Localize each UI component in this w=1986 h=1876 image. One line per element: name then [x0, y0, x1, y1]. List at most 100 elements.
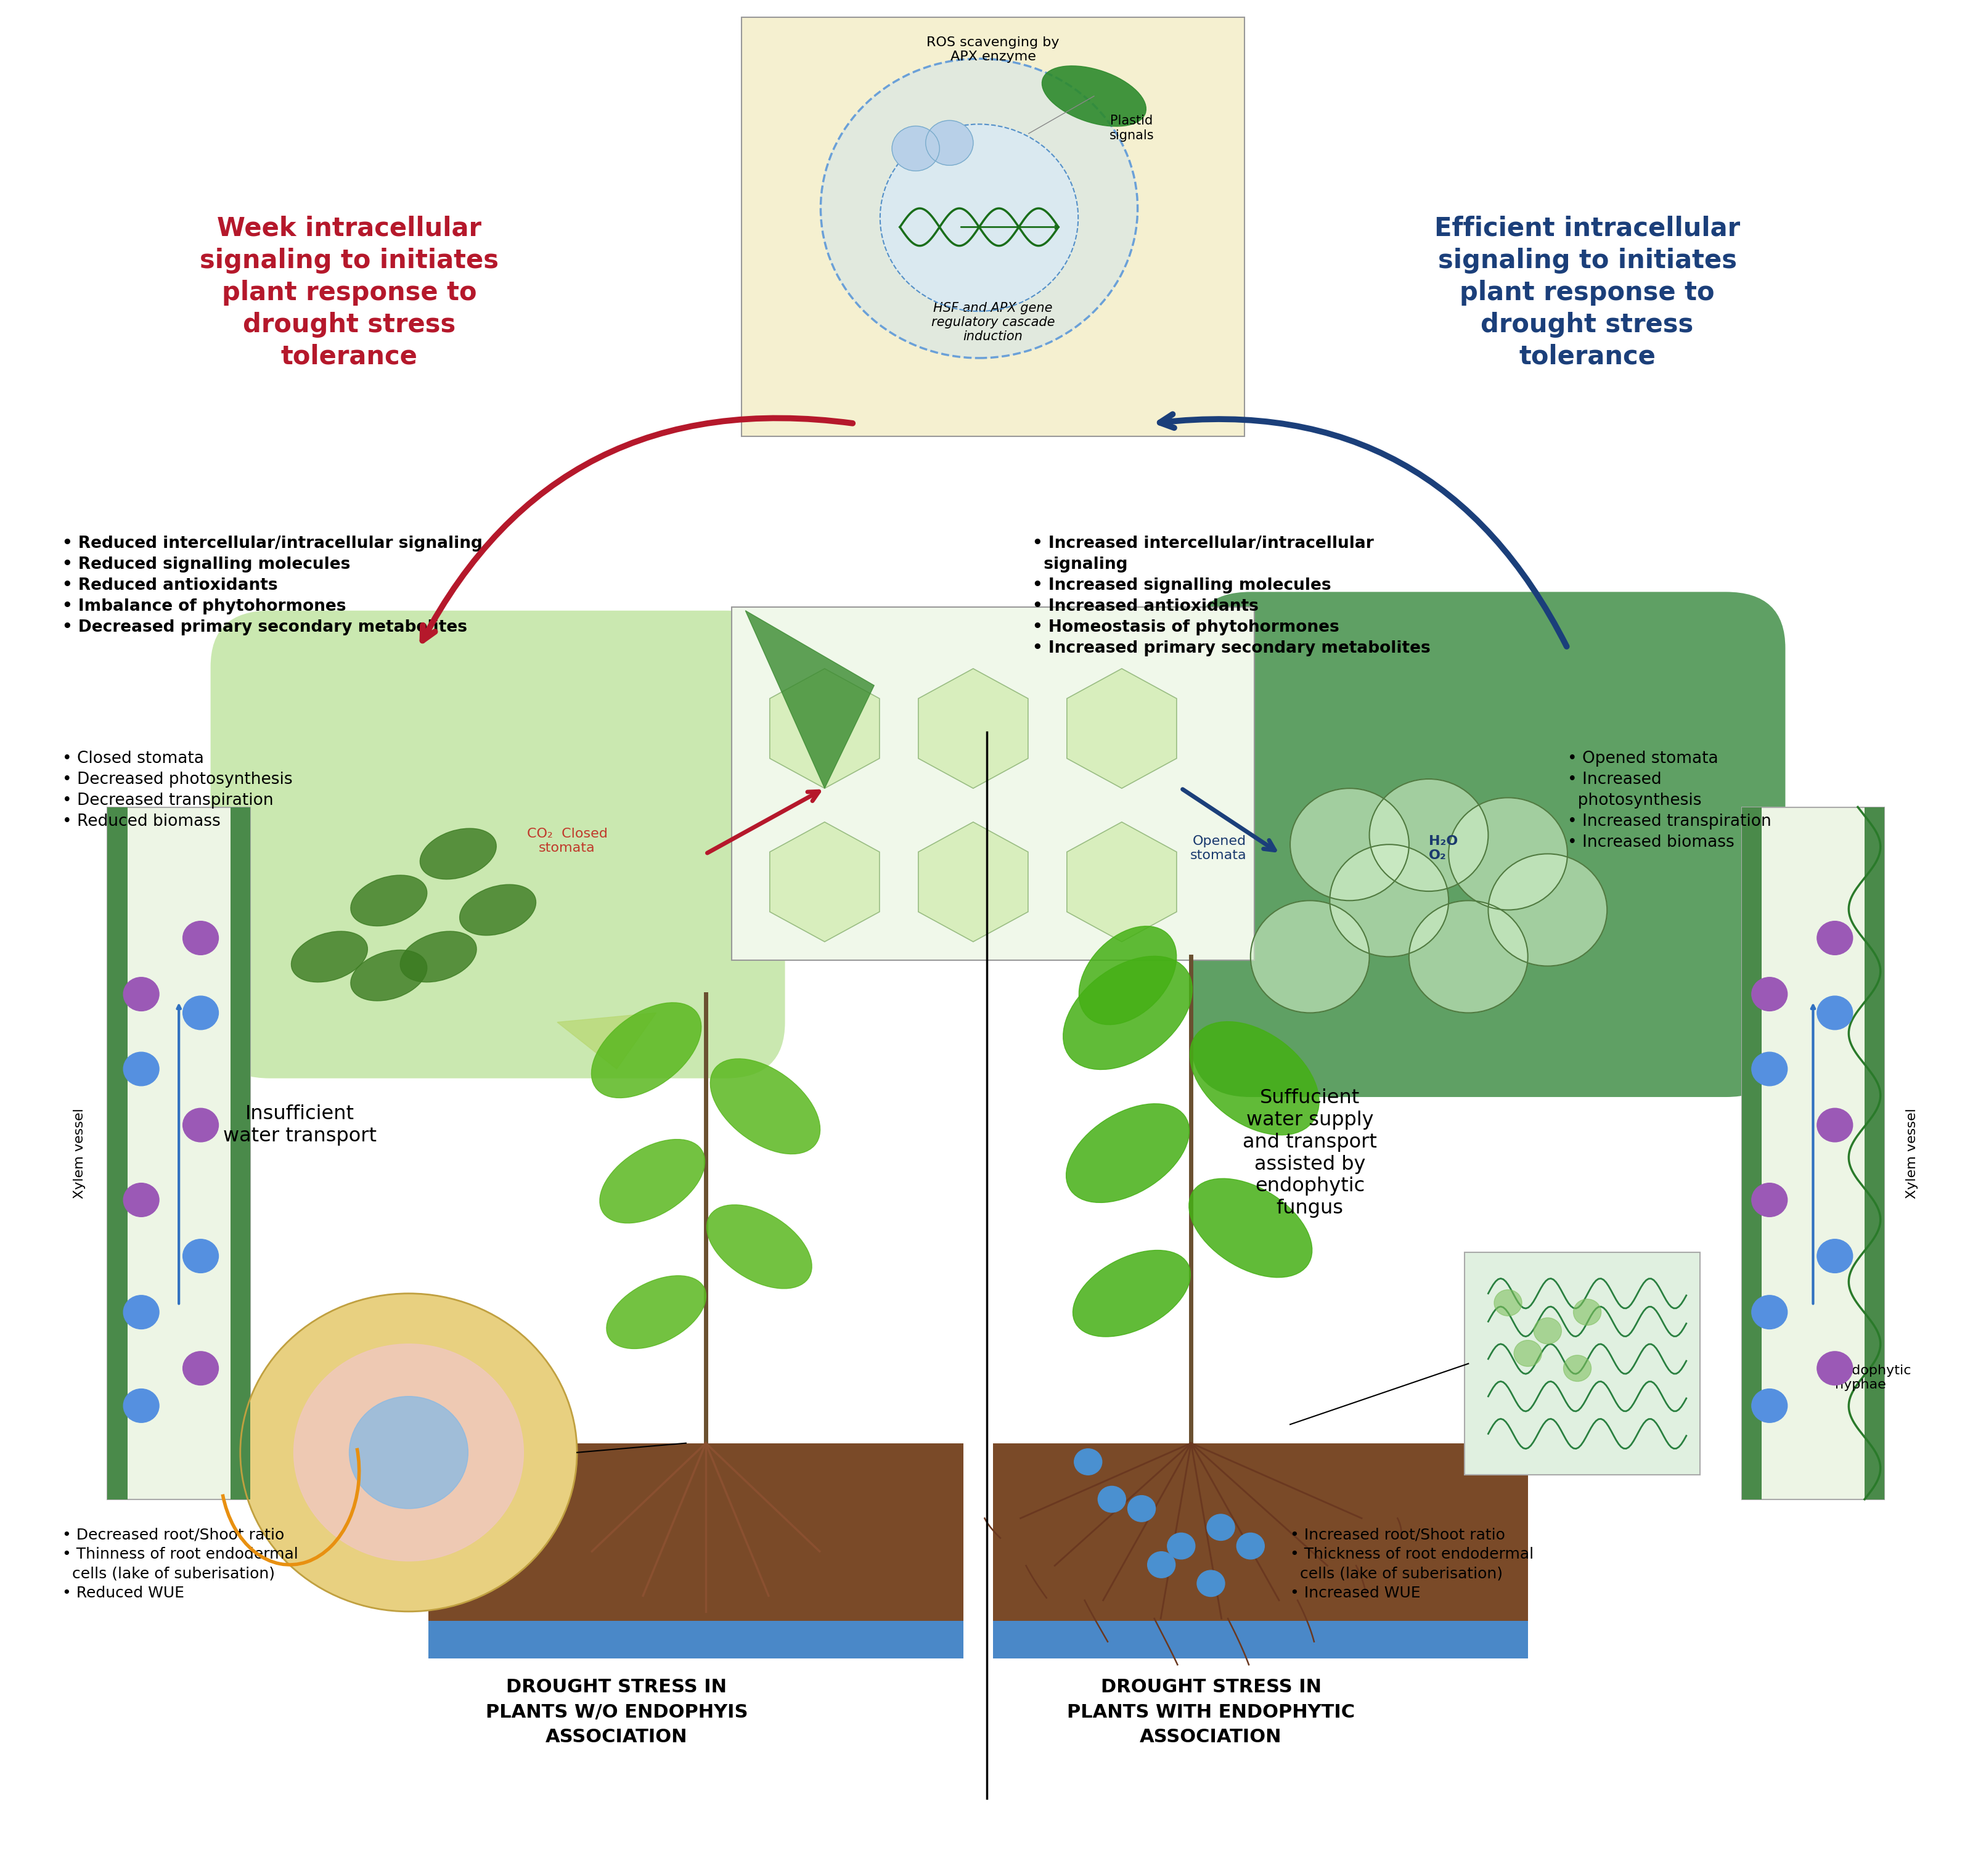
Ellipse shape	[1078, 927, 1176, 1024]
FancyBboxPatch shape	[1865, 807, 1885, 1499]
Ellipse shape	[1072, 1249, 1190, 1338]
Circle shape	[1074, 1448, 1102, 1475]
Circle shape	[183, 996, 218, 1030]
Circle shape	[123, 977, 159, 1011]
Circle shape	[1817, 1109, 1853, 1142]
Circle shape	[1098, 1486, 1126, 1512]
Circle shape	[1168, 1533, 1196, 1559]
Text: • Decreased root/Shoot ratio
• Thinness of root endodermal
  cells (lake of sube: • Decreased root/Shoot ratio • Thinness …	[62, 1527, 298, 1600]
FancyBboxPatch shape	[429, 1621, 963, 1658]
Text: Suffucient
water supply
and transport
assisted by
endophytic
fungus: Suffucient water supply and transport as…	[1243, 1088, 1376, 1218]
Text: HSF and APX gene
regulatory cascade
induction: HSF and APX gene regulatory cascade indu…	[931, 302, 1055, 343]
Ellipse shape	[1190, 1178, 1313, 1278]
Text: CO₂  Closed
stomata: CO₂ Closed stomata	[526, 827, 608, 854]
Ellipse shape	[711, 1058, 820, 1154]
Circle shape	[1752, 1388, 1787, 1422]
Text: DROUGHT STRESS IN
PLANTS W/O ENDOPHYIS
ASSOCIATION: DROUGHT STRESS IN PLANTS W/O ENDOPHYIS A…	[485, 1679, 749, 1747]
Circle shape	[183, 921, 218, 955]
Ellipse shape	[459, 884, 536, 936]
Text: • Closed stomata
• Decreased photosynthesis
• Decreased transpiration
• Reduced : • Closed stomata • Decreased photosynthe…	[62, 750, 292, 829]
Circle shape	[1291, 788, 1408, 900]
FancyBboxPatch shape	[211, 610, 784, 1079]
Circle shape	[1251, 900, 1370, 1013]
Circle shape	[1817, 996, 1853, 1030]
Ellipse shape	[352, 874, 427, 927]
Circle shape	[1752, 1184, 1787, 1218]
Circle shape	[1331, 844, 1448, 957]
Circle shape	[1488, 854, 1607, 966]
Circle shape	[1207, 1514, 1235, 1540]
Circle shape	[1573, 1298, 1601, 1324]
Circle shape	[1128, 1495, 1156, 1521]
Circle shape	[880, 124, 1078, 311]
FancyBboxPatch shape	[741, 17, 1245, 437]
Circle shape	[820, 58, 1138, 358]
FancyBboxPatch shape	[993, 1443, 1527, 1658]
Ellipse shape	[292, 930, 367, 983]
Text: • Increased intercellular/intracellular
  signaling
• Increased signalling molec: • Increased intercellular/intracellular …	[1033, 537, 1430, 657]
Circle shape	[123, 1388, 159, 1422]
Text: • Reduced intercellular/intracellular signaling
• Reduced signalling molecules
•: • Reduced intercellular/intracellular si…	[62, 537, 483, 636]
Circle shape	[123, 1294, 159, 1328]
Circle shape	[183, 1240, 218, 1274]
Ellipse shape	[600, 1139, 705, 1223]
FancyBboxPatch shape	[1464, 1253, 1700, 1475]
Text: H₂O
O₂: H₂O O₂	[1428, 835, 1458, 861]
Circle shape	[123, 1052, 159, 1086]
Circle shape	[1817, 1351, 1853, 1384]
Text: ROS scavenging by
APX enzyme: ROS scavenging by APX enzyme	[927, 36, 1059, 64]
Circle shape	[1148, 1551, 1176, 1578]
Ellipse shape	[401, 930, 477, 983]
Ellipse shape	[592, 1002, 701, 1097]
FancyBboxPatch shape	[1742, 807, 1762, 1499]
Polygon shape	[745, 610, 874, 788]
Circle shape	[1493, 1289, 1521, 1315]
Circle shape	[350, 1396, 469, 1508]
Circle shape	[183, 1109, 218, 1142]
FancyBboxPatch shape	[429, 1443, 963, 1658]
Text: Week intracellular
signaling to initiates
plant response to
drought stress
toler: Week intracellular signaling to initiate…	[201, 216, 498, 370]
Text: Xylem vessel: Xylem vessel	[73, 1109, 85, 1199]
FancyBboxPatch shape	[107, 807, 250, 1499]
Circle shape	[1752, 977, 1787, 1011]
Text: Efficient intracellular
signaling to initiates
plant response to
drought stress
: Efficient intracellular signaling to ini…	[1434, 216, 1740, 370]
FancyBboxPatch shape	[993, 1621, 1527, 1658]
Circle shape	[1448, 797, 1567, 910]
Ellipse shape	[419, 829, 496, 880]
Ellipse shape	[606, 1276, 705, 1349]
Circle shape	[1817, 921, 1853, 955]
FancyBboxPatch shape	[731, 606, 1255, 961]
Text: • Opened stomata
• Increased
  photosynthesis
• Increased transpiration
• Increa: • Opened stomata • Increased photosynthe…	[1567, 750, 1772, 850]
Circle shape	[1752, 1052, 1787, 1086]
FancyBboxPatch shape	[230, 807, 250, 1499]
Text: Endophytic
hyphae: Endophytic hyphae	[1835, 1364, 1913, 1390]
FancyBboxPatch shape	[1192, 593, 1785, 1097]
Circle shape	[183, 1351, 218, 1384]
Circle shape	[123, 1184, 159, 1218]
Circle shape	[1408, 900, 1527, 1013]
Text: Xylem vessel: Xylem vessel	[1907, 1109, 1918, 1199]
Circle shape	[1237, 1533, 1265, 1559]
FancyBboxPatch shape	[107, 807, 127, 1499]
Text: Opened
stomata: Opened stomata	[1190, 835, 1247, 861]
Circle shape	[1752, 1294, 1787, 1328]
Text: Plastid
signals: Plastid signals	[1110, 114, 1154, 141]
Text: Insufficient
water transport: Insufficient water transport	[222, 1105, 377, 1146]
Ellipse shape	[352, 949, 427, 1002]
Circle shape	[1370, 779, 1488, 891]
Ellipse shape	[1066, 1103, 1190, 1203]
FancyBboxPatch shape	[1742, 807, 1885, 1499]
Ellipse shape	[1063, 957, 1192, 1069]
Circle shape	[294, 1343, 524, 1561]
Circle shape	[1817, 1240, 1853, 1274]
Polygon shape	[558, 1013, 655, 1069]
Circle shape	[1533, 1317, 1561, 1343]
Ellipse shape	[1043, 66, 1146, 126]
Ellipse shape	[1190, 1022, 1319, 1135]
Text: DROUGHT STRESS IN
PLANTS WITH ENDOPHYTIC
ASSOCIATION: DROUGHT STRESS IN PLANTS WITH ENDOPHYTIC…	[1066, 1679, 1354, 1747]
Circle shape	[925, 120, 973, 165]
Circle shape	[1198, 1570, 1225, 1596]
Circle shape	[892, 126, 939, 171]
Ellipse shape	[707, 1204, 812, 1289]
Circle shape	[1563, 1354, 1591, 1381]
